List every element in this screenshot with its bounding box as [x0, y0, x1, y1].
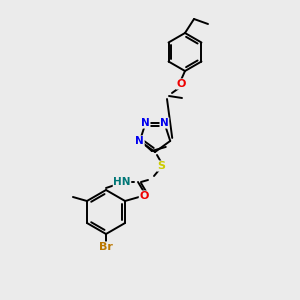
- Text: O: O: [176, 79, 186, 89]
- Text: O: O: [139, 191, 149, 201]
- Text: HN: HN: [113, 177, 131, 187]
- Text: S: S: [157, 161, 165, 171]
- Text: N: N: [160, 118, 169, 128]
- Text: N: N: [141, 118, 150, 128]
- Text: N: N: [135, 136, 144, 146]
- Text: Br: Br: [99, 242, 113, 252]
